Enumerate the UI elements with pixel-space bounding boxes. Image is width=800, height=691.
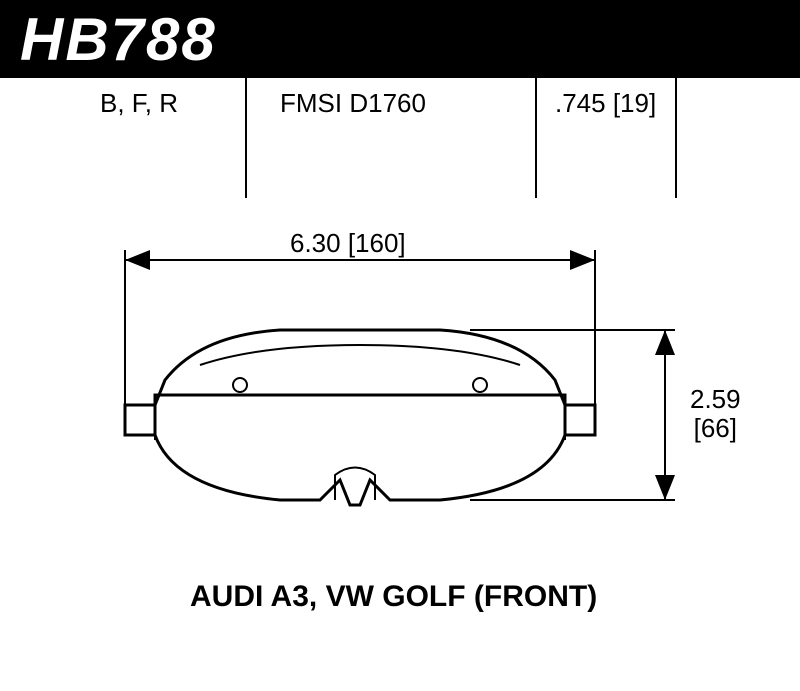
height-dimension-label: 2.59 [66] [690, 385, 741, 442]
height-value-in: 2.59 [690, 385, 741, 414]
application-label: AUDI A3, VW GOLF (FRONT) [190, 580, 597, 614]
brake-pad-outline [125, 330, 595, 505]
height-value-mm: [66] [690, 414, 741, 443]
width-dimension-label: 6.30 [160] [290, 228, 406, 259]
